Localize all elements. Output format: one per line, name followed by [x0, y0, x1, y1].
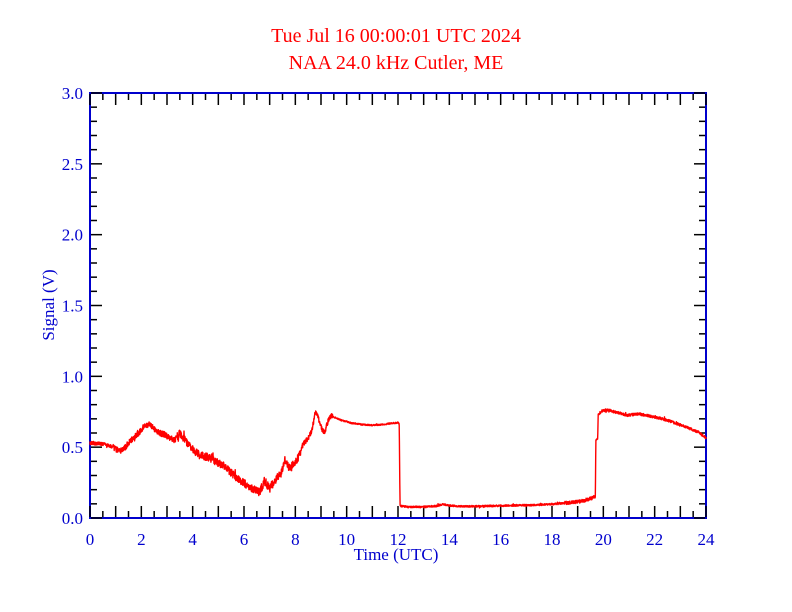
x-tick-label: 18 — [544, 530, 561, 549]
signal-trace — [89, 408, 707, 509]
y-tick-label: 0.5 — [62, 438, 83, 457]
x-axis-label: Time (UTC) — [353, 545, 439, 564]
x-tick-label: 6 — [240, 530, 249, 549]
x-tick-label: 12 — [390, 530, 407, 549]
x-tick-label: 0 — [86, 530, 95, 549]
x-tick-label: 22 — [646, 530, 663, 549]
x-tick-label: 14 — [441, 530, 459, 549]
x-tick-label: 8 — [291, 530, 300, 549]
x-tick-label: 20 — [595, 530, 612, 549]
x-tick-label: 10 — [338, 530, 355, 549]
y-tick-label: 2.0 — [62, 226, 83, 245]
x-tick-label: 4 — [188, 530, 197, 549]
y-tick-label: 0.0 — [62, 509, 83, 528]
x-tick-label: 24 — [698, 530, 716, 549]
x-tick-labels: 0 2 4 6 8 10 12 14 16 18 20 22 24 — [86, 530, 715, 549]
x-tick-label: 2 — [137, 530, 146, 549]
x-tick-label: 16 — [492, 530, 509, 549]
y-axis-label: Signal (V) — [39, 269, 58, 341]
plot-frame — [89, 92, 707, 519]
y-tick-label: 2.5 — [62, 155, 83, 174]
y-tick-labels: 0.0 0.5 1.0 1.5 2.0 2.5 3.0 — [62, 84, 83, 528]
chart-title-line1: Tue Jul 16 00:00:01 UTC 2024 — [271, 25, 521, 47]
y-tick-label: 3.0 — [62, 84, 83, 103]
y-tick-label: 1.5 — [62, 297, 83, 316]
chart-title-line2: NAA 24.0 kHz Cutler, ME — [288, 52, 504, 74]
y-tick-label: 1.0 — [62, 367, 83, 386]
axis-ticks — [89, 92, 707, 519]
